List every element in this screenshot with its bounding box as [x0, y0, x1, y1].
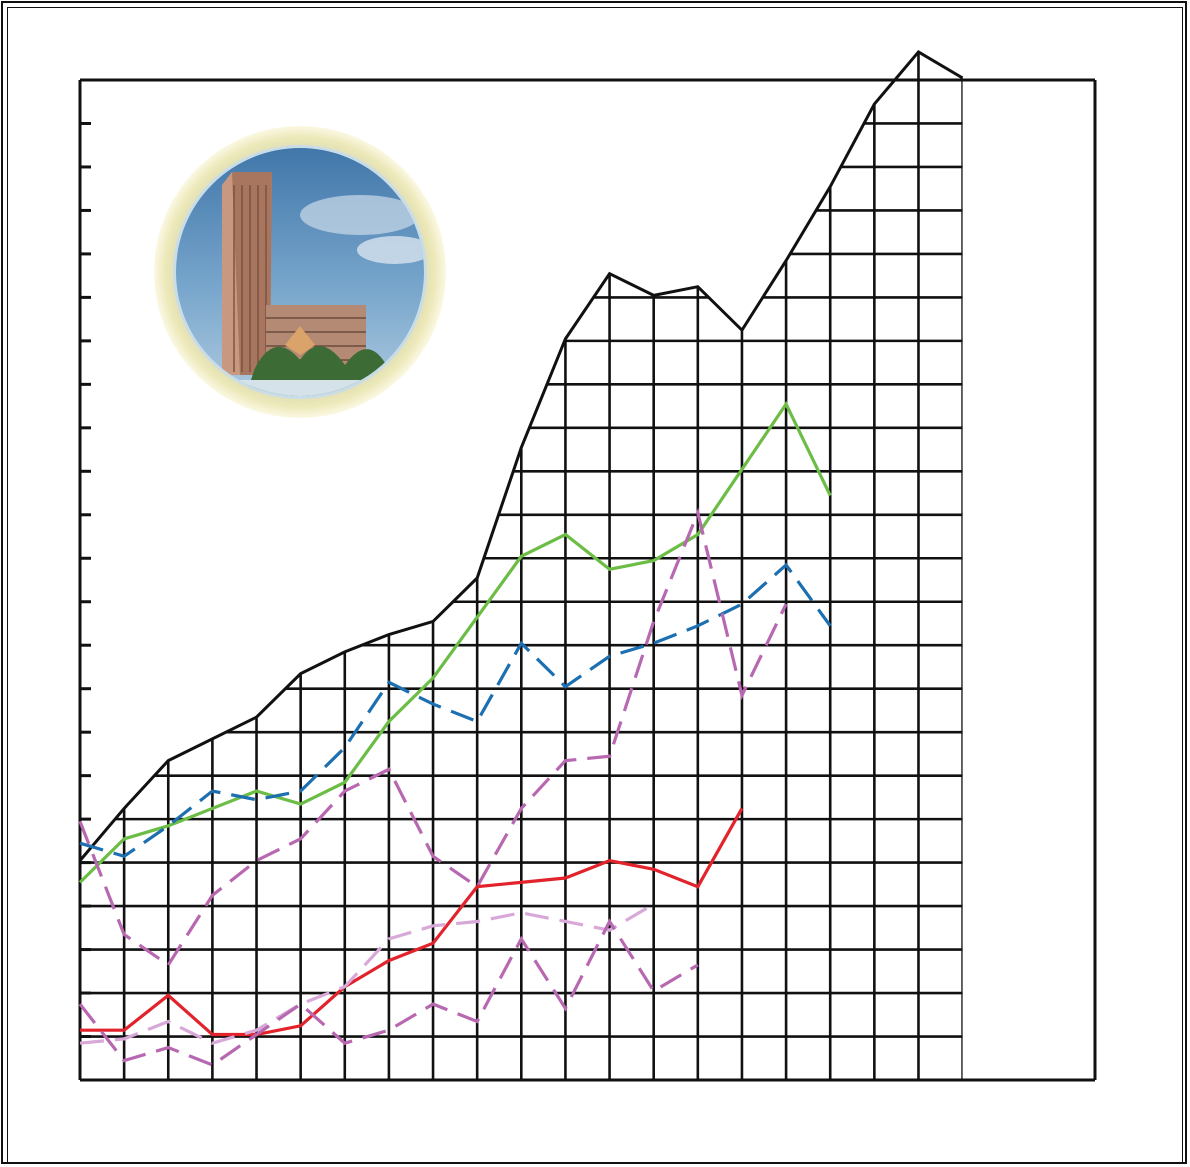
y-ticks [80, 78, 91, 1082]
series-line-2 [78, 400, 832, 884]
series-line-7 [78, 918, 699, 1067]
series-line-6 [79, 902, 655, 1045]
series-line-1 [78, 49, 964, 862]
series-line-3 [79, 562, 832, 859]
series-line-5 [80, 807, 744, 1037]
building-photo-medallion [154, 126, 446, 418]
inner-border [7, 7, 1183, 1164]
series-lines [78, 49, 964, 1067]
axes [78, 78, 1097, 1082]
series-line-4 [78, 507, 788, 968]
